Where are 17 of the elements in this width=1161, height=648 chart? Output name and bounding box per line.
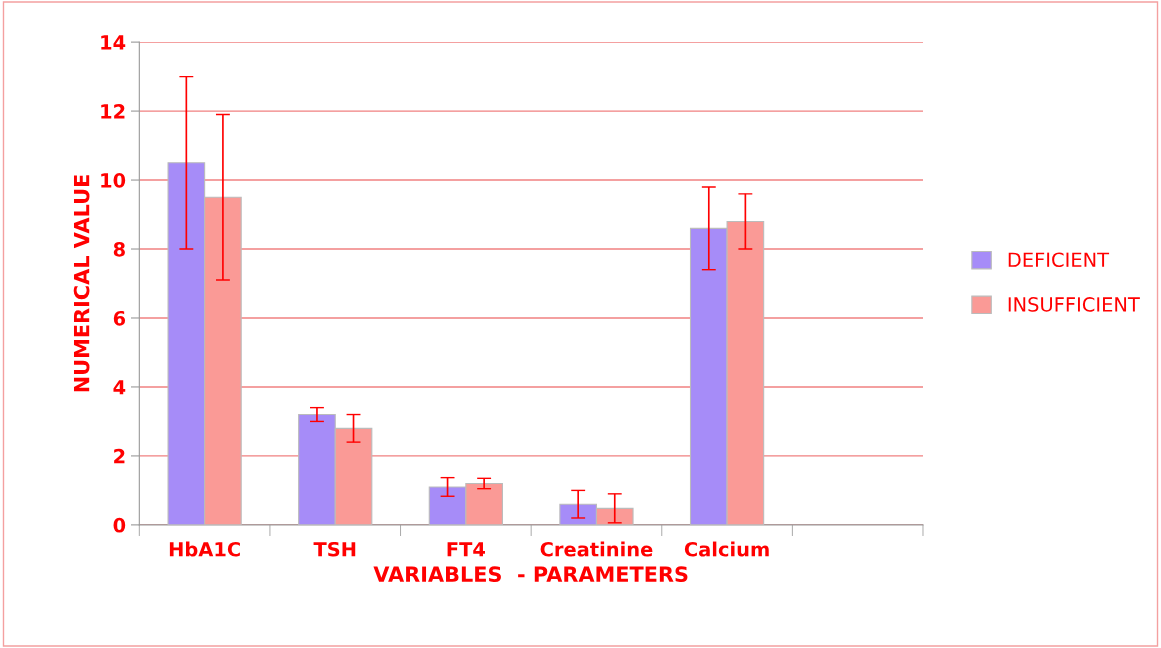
y-axis-title: NUMERICAL VALUE (73, 175, 90, 392)
legend-label: DEFICIENT (1008, 252, 1110, 268)
x-tick-label: HbA1C (169, 541, 240, 557)
y-tick-label: 10 (101, 173, 126, 188)
x-axis-title: VARIABLES - PARAMETERS (373, 566, 688, 583)
x-tick-label: Creatinine (540, 541, 653, 557)
x-tick-label: Calcium (684, 541, 769, 557)
y-tick-label: 4 (113, 380, 126, 395)
y-tick-label: 0 (113, 517, 126, 533)
x-tick-label: TSH (313, 541, 356, 557)
y-tick-label: 12 (101, 104, 125, 119)
y-tick-label: 8 (113, 241, 125, 257)
y-tick-label: 14 (101, 35, 126, 50)
legend-label: INSUFFICIENT (1008, 297, 1140, 312)
x-tick-label: FT4 (447, 542, 485, 557)
y-tick-label: 2 (114, 448, 125, 464)
y-tick-label: 6 (113, 310, 126, 326)
